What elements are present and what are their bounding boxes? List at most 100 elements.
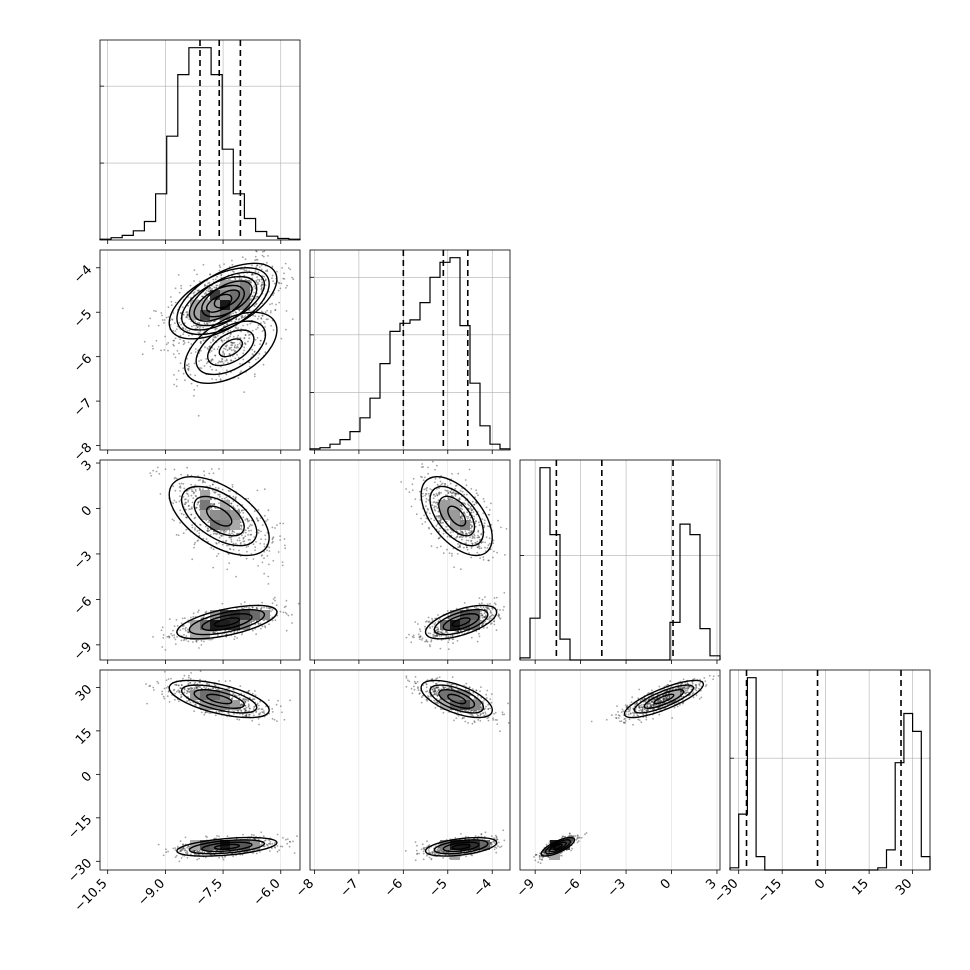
scatter-point [267,318,269,321]
scatter-point [180,323,183,326]
scatter-point [171,319,174,321]
scatter-point [270,324,272,327]
scatter-point [434,468,436,471]
scatter-point [199,367,201,369]
scatter-point [179,338,182,341]
scatter-point [210,502,213,505]
scatter-point [226,544,228,547]
scatter-point [191,524,194,526]
scatter-point [231,530,234,533]
scatter-point [253,344,256,347]
scatter-point [221,340,224,343]
scatter-point [260,317,263,320]
scatter-point [270,310,272,312]
scatter-point [268,563,270,566]
scatter-point [192,616,195,618]
scatter-point [248,529,250,532]
scatter-point [213,320,216,323]
scatter-point [195,324,198,327]
scatter-point [167,678,170,680]
scatter-point [482,556,485,558]
scatter-point [470,488,473,490]
scatter-point [186,364,189,367]
scatter-point [239,363,241,365]
scatter-point [206,361,209,363]
scatter-point [283,538,286,540]
scatter-point [237,318,240,321]
scatter-point [186,474,189,477]
scatter-point [193,394,195,397]
scatter-point [219,361,222,363]
scatter-point [209,273,212,276]
scatter-point [256,489,259,492]
scatter-point [207,348,210,350]
scatter-point [236,539,239,542]
scatter-point [258,623,260,626]
scatter-point [190,616,192,619]
scatter-point [238,278,241,281]
scatter-point [185,629,187,632]
scatter-point [188,674,190,677]
scatter-point [434,622,437,624]
scatter-point [223,352,226,355]
scatter-point [250,619,253,622]
scatter-point [241,316,243,319]
scatter-point [246,550,248,553]
scatter-point [224,360,227,362]
scatter-point [264,278,267,281]
scatter-point [438,635,441,637]
scatter-point [238,342,241,345]
scatter-point [413,636,415,639]
scatter-point [198,322,201,324]
scatter-point [253,305,256,307]
scatter-point [172,485,175,488]
scatter-point [255,852,258,855]
scatter-point [180,622,183,625]
scatter-point [207,282,210,285]
scatter-point [180,287,183,290]
density-cell [200,500,210,510]
scatter-point [208,345,211,348]
scatter-point [223,263,226,265]
scatter-point [257,296,259,298]
scatter-point [221,360,224,363]
scatter-point [230,359,233,362]
scatter-point [249,333,251,336]
scatter-point [243,540,246,543]
scatter-point [260,317,263,320]
scatter-point [261,554,264,556]
scatter-point [256,278,259,281]
scatter-point [210,359,213,362]
scatter-point [253,375,256,378]
scatter-point [278,282,281,285]
scatter-point [179,490,182,492]
scatter-point [247,331,250,334]
scatter-point [483,627,485,629]
scatter-point [264,351,267,354]
scatter-point [447,490,449,492]
scatter-point [174,322,176,324]
scatter-point [256,276,258,278]
scatter-point [469,536,471,539]
scatter-point [194,327,197,330]
scatter-point [436,626,439,629]
scatter-point [186,313,189,315]
scatter-point [203,713,206,716]
scatter-point [262,363,265,366]
scatter-point [486,603,489,606]
scatter-point [198,609,200,612]
scatter-point [234,320,237,323]
scatter-point [218,856,221,859]
scatter-point [182,306,184,309]
scatter-point [182,327,184,330]
scatter-point [272,329,275,331]
scatter-point [191,325,193,328]
hist-step-line [309,257,511,450]
scatter-point [275,604,278,607]
scatter-point [174,643,177,645]
scatter-point [475,492,478,495]
scatter-point [255,279,258,282]
scatter-point [240,509,243,512]
scatter-point [440,635,443,637]
scatter-point [253,373,256,375]
